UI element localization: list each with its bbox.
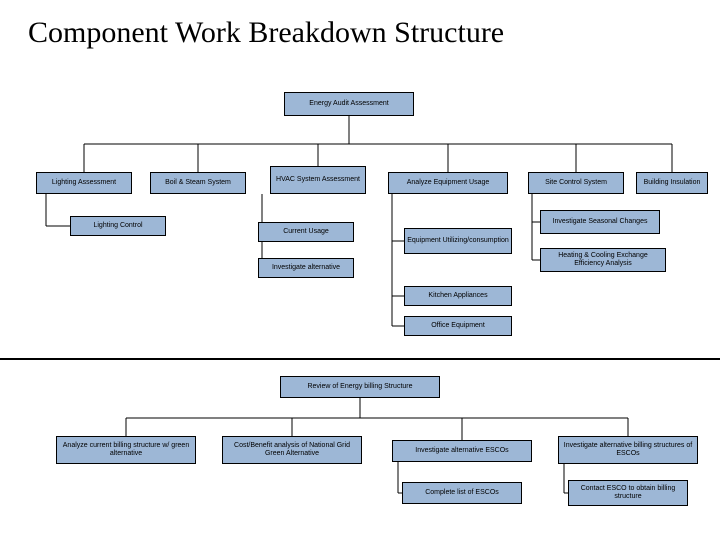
node-boil-steam: Boil & Steam System <box>150 172 246 194</box>
node-seasonal: Investigate Seasonal Changes <box>540 210 660 234</box>
separator <box>0 358 720 360</box>
node-investigate-alt: Investigate alternative <box>258 258 354 278</box>
node-office: Office Equipment <box>404 316 512 336</box>
node-building-insulation: Building Insulation <box>636 172 708 194</box>
node-inv-escos: Investigate alternative ESCOs <box>392 440 532 462</box>
node-hvac: HVAC System Assessment <box>270 166 366 194</box>
node-complete-list: Complete list of ESCOs <box>402 482 522 504</box>
node-analyze-equipment: Analyze Equipment Usage <box>388 172 508 194</box>
node-lighting-assessment: Lighting Assessment <box>36 172 132 194</box>
node-cost-benefit: Cost/Benefit analysis of National Grid G… <box>222 436 362 464</box>
page-title: Component Work Breakdown Structure <box>28 16 504 50</box>
node-inv-billing-escos: Investigate alternative billing structur… <box>558 436 698 464</box>
node-review-billing: Review of Energy billing Structure <box>280 376 440 398</box>
node-current-usage: Current Usage <box>258 222 354 242</box>
node-analyze-billing: Analyze current billing structure w/ gre… <box>56 436 196 464</box>
node-contact-esco: Contact ESCO to obtain billing structure <box>568 480 688 506</box>
node-lighting-control: Lighting Control <box>70 216 166 236</box>
node-equip-util: Equipment Utilizing/consumption <box>404 228 512 254</box>
node-energy-audit: Energy Audit Assessment <box>284 92 414 116</box>
node-heating-cooling: Heating & Cooling Exchange Efficiency An… <box>540 248 666 272</box>
node-site-control: Site Control System <box>528 172 624 194</box>
node-kitchen: Kitchen Appliances <box>404 286 512 306</box>
